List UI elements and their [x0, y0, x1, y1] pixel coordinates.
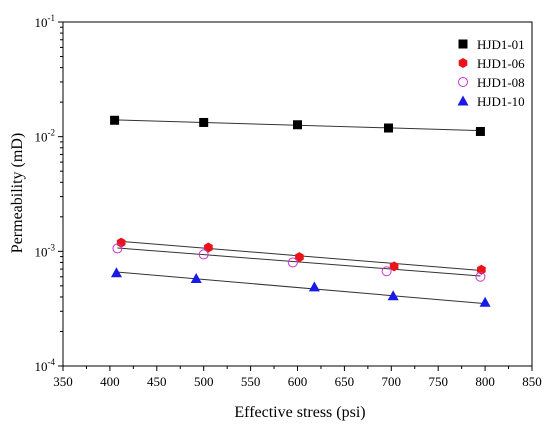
y-tick-label: 10-3	[35, 242, 56, 259]
data-point	[110, 267, 122, 278]
y-axis-ticks: 10-410-310-210-1	[35, 13, 63, 374]
data-point	[389, 261, 399, 272]
y-tick-label: 10-2	[35, 128, 56, 145]
legend-label: HJD1-06	[477, 56, 525, 71]
y-tick-base: 10	[35, 130, 48, 145]
legend-label: HJD1-01	[477, 37, 525, 52]
x-tick-label: 350	[53, 374, 73, 389]
x-tick-label: 750	[428, 374, 448, 389]
y-tick-base: 10	[35, 244, 48, 259]
legend-marker	[458, 77, 468, 87]
data-point	[204, 242, 213, 253]
plot-frame	[62, 21, 533, 367]
legend: HJD1-01 HJD1-06 HJD1-08 HJD1-10	[457, 37, 525, 109]
y-tick-label: 10-4	[35, 357, 56, 374]
x-tick-label: 650	[335, 374, 355, 389]
legend-marker	[458, 39, 468, 49]
legend-marker	[457, 95, 469, 106]
x-tick-label: 850	[522, 374, 542, 389]
legend-marker	[458, 58, 468, 68]
data-points	[110, 115, 491, 307]
data-point	[308, 281, 320, 292]
data-point	[199, 117, 209, 127]
data-point	[479, 296, 491, 307]
y-tick-exponent: -3	[48, 242, 56, 252]
y-tick-label: 10-1	[35, 13, 56, 30]
x-axis-label: Effective stress (psi)	[234, 404, 365, 421]
x-axis-ticks: 350 400 450 500 550 600 650 700 750 800 850	[53, 366, 542, 389]
y-tick-exponent: -2	[48, 128, 56, 138]
plot-border	[62, 21, 533, 367]
data-point	[381, 266, 392, 277]
fit-lines	[114, 119, 486, 305]
legend-label: HJD1-08	[477, 75, 525, 90]
x-tick-label: 600	[288, 374, 308, 389]
data-point	[475, 271, 486, 282]
data-point	[295, 252, 304, 263]
data-point	[190, 272, 202, 283]
x-tick-label: 500	[194, 374, 214, 389]
y-tick-base: 10	[35, 359, 48, 374]
data-point	[293, 120, 302, 130]
data-point	[475, 126, 485, 136]
y-tick-exponent: -1	[48, 13, 56, 23]
data-point	[383, 123, 393, 133]
y-axis-label: Permeability (mD)	[9, 133, 26, 253]
data-point	[287, 257, 298, 268]
x-tick-label: 450	[147, 374, 167, 389]
fit-line	[116, 271, 486, 305]
x-tick-label: 400	[100, 374, 120, 389]
fit-line	[117, 247, 481, 277]
x-tick-label: 800	[475, 374, 495, 389]
data-point	[198, 249, 209, 260]
x-tick-label: 550	[241, 374, 261, 389]
data-point	[112, 243, 123, 254]
y-tick-exponent: -4	[48, 357, 56, 367]
x-tick-label: 700	[382, 374, 402, 389]
data-point	[116, 237, 126, 248]
legend-label: HJD1-10	[477, 94, 525, 109]
y-tick-base: 10	[35, 15, 48, 30]
data-point	[110, 115, 120, 125]
data-point	[387, 290, 399, 301]
